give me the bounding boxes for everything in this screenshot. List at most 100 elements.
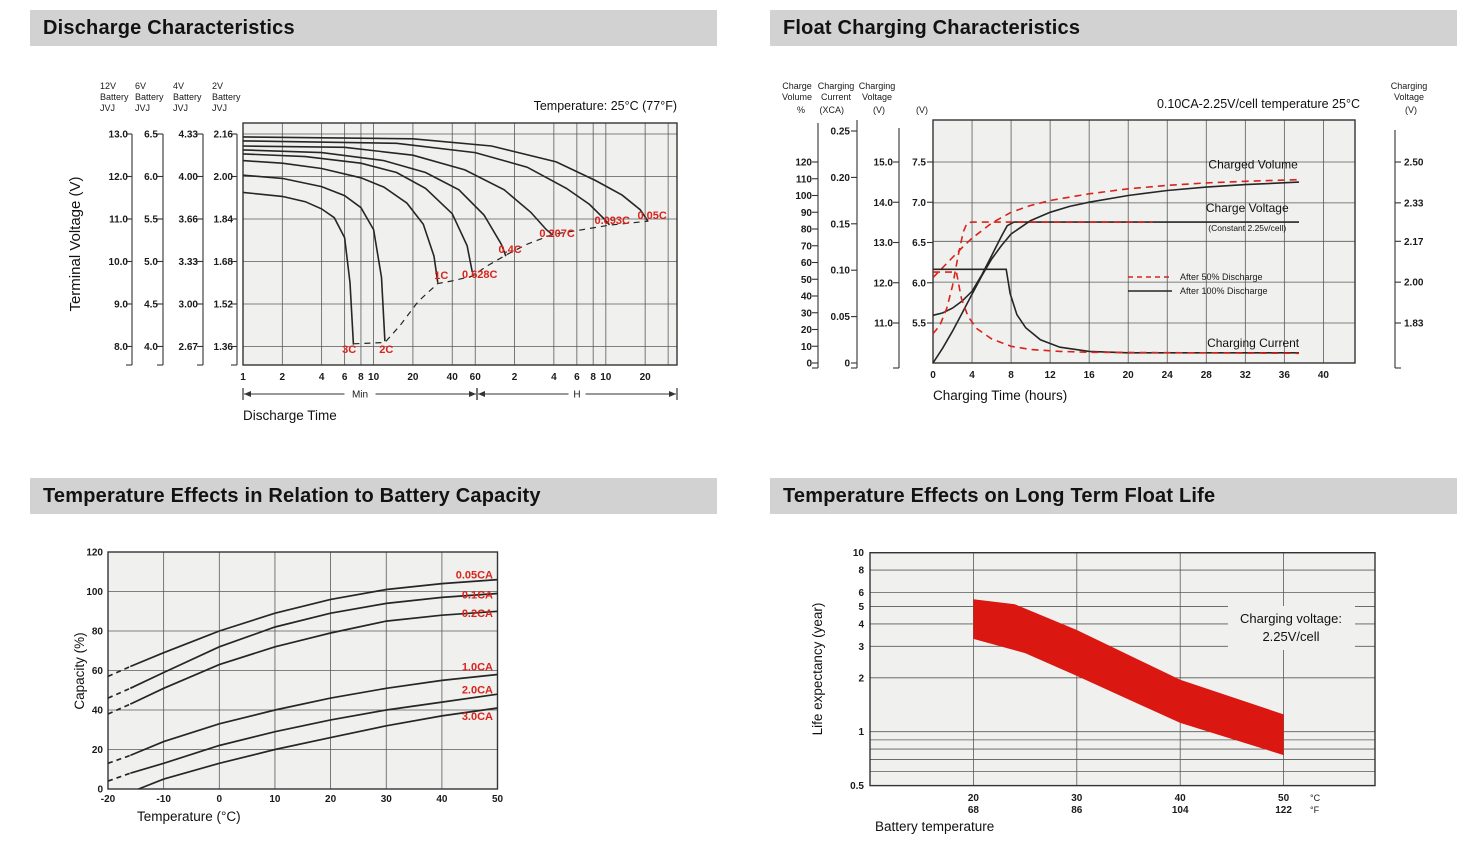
svg-text:5.0: 5.0 (144, 257, 158, 268)
curve-2.0CA (130, 693, 498, 775)
x-axis-title: Temperature (°C) (137, 809, 241, 824)
svg-text:28: 28 (1201, 370, 1213, 381)
svg-text:30: 30 (381, 794, 393, 805)
svg-text:6: 6 (574, 372, 580, 383)
curve-1.0CA (129, 673, 498, 757)
svg-text:1.84: 1.84 (214, 214, 234, 225)
annotation-box (1228, 606, 1355, 650)
svg-text:10: 10 (269, 794, 281, 805)
svg-text:-10: -10 (156, 794, 171, 805)
svg-text:40: 40 (92, 706, 104, 717)
svg-text:32: 32 (1240, 370, 1252, 381)
svg-text:20: 20 (92, 745, 104, 756)
svg-text:11.0: 11.0 (109, 214, 128, 225)
svg-text:4.0: 4.0 (144, 342, 158, 353)
svg-text:2.17: 2.17 (1404, 237, 1424, 248)
svg-text:(V): (V) (1405, 105, 1417, 115)
curve-label-0.1CA: 0.1CA (462, 589, 493, 601)
svg-text:JVJ: JVJ (100, 103, 115, 113)
svg-text:20: 20 (801, 325, 813, 336)
svg-text:14.0: 14.0 (874, 198, 894, 209)
section-title-float-charging: Float Charging Characteristics (770, 10, 1457, 46)
svg-text:40: 40 (1318, 370, 1330, 381)
x-axis-title: Discharge Time (243, 408, 337, 423)
svg-text:3.66: 3.66 (179, 214, 199, 225)
life-expectancy-band (973, 599, 1284, 756)
svg-text:40: 40 (436, 794, 448, 805)
svg-text:10.0: 10.0 (109, 257, 129, 268)
svg-text:0.25: 0.25 (831, 127, 851, 138)
svg-text:4.00: 4.00 (179, 172, 199, 183)
plot-label: (Constant 2.25v/cell) (1208, 223, 1286, 233)
svg-text:8: 8 (1008, 370, 1014, 381)
svg-text:9.0: 9.0 (114, 299, 128, 310)
x-unit-span-label: Min (352, 390, 368, 401)
svg-text:4: 4 (969, 370, 975, 381)
section-title-discharge: Discharge Characteristics (30, 10, 717, 46)
svg-text:Volume: Volume (782, 92, 812, 102)
svg-text:70: 70 (801, 241, 813, 252)
curve-charge-voltage-100 (932, 221, 1299, 317)
svg-text:Battery: Battery (100, 92, 129, 102)
x-unit-span-label: H (573, 390, 580, 401)
svg-text:JVJ: JVJ (135, 103, 150, 113)
svg-text:50: 50 (1278, 793, 1290, 804)
svg-text:12.0: 12.0 (109, 172, 129, 183)
curve-charge-voltage-50 (932, 221, 1153, 335)
svg-text:8.0: 8.0 (114, 342, 128, 353)
svg-text:5.5: 5.5 (144, 214, 158, 225)
section-title-capacity-temperature: Temperature Effects in Relation to Batte… (30, 478, 717, 514)
svg-text:20: 20 (968, 793, 980, 804)
curve-label-0.093C: 0.093C (595, 215, 631, 227)
svg-text:104: 104 (1172, 805, 1189, 816)
svg-text:2.33: 2.33 (1404, 198, 1424, 209)
svg-text:0: 0 (844, 359, 850, 370)
curve-0.207C (242, 145, 554, 236)
svg-text:6.5: 6.5 (144, 130, 158, 141)
svg-text:1.52: 1.52 (214, 299, 234, 310)
legend-label: After 50% Discharge (1180, 272, 1263, 282)
svg-text:Battery: Battery (135, 92, 164, 102)
svg-text:Voltage: Voltage (862, 92, 892, 102)
svg-text:1: 1 (858, 727, 864, 738)
svg-text:20: 20 (407, 372, 419, 383)
svg-text:1.83: 1.83 (1404, 319, 1424, 330)
svg-text:100: 100 (795, 191, 812, 202)
discharge-characteristics-chart: 12VBatteryJVJ13.012.011.010.09.08.06VBat… (67, 81, 678, 423)
svg-text:60: 60 (92, 666, 104, 677)
svg-text:0.05: 0.05 (831, 312, 851, 323)
svg-text:10: 10 (368, 372, 380, 383)
svg-text:4.33: 4.33 (179, 130, 199, 141)
svg-text:120: 120 (86, 548, 103, 559)
svg-text:5: 5 (858, 602, 864, 613)
svg-text:7.5: 7.5 (912, 158, 926, 169)
plot-border (242, 122, 678, 366)
svg-text:13.0: 13.0 (874, 238, 894, 249)
svg-text:0.20: 0.20 (831, 173, 851, 184)
curve-label-0.207C: 0.207C (539, 228, 575, 240)
svg-text:40: 40 (1175, 793, 1187, 804)
curve-label-0.2CA: 0.2CA (462, 608, 493, 620)
curve-charged-volume-50 (932, 178, 1300, 279)
svg-text:12: 12 (1045, 370, 1057, 381)
plot-label: Charged Volume (1208, 158, 1298, 172)
curve-0.05C (242, 136, 649, 222)
svg-text:3.33: 3.33 (179, 257, 199, 268)
svg-text:%: % (797, 105, 805, 115)
svg-text:86: 86 (1071, 805, 1083, 816)
svg-text:30: 30 (1071, 793, 1083, 804)
curve-label-0.05C: 0.05C (637, 210, 666, 222)
svg-text:40: 40 (447, 372, 459, 383)
svg-text:(V): (V) (873, 105, 885, 115)
temperature-capacity-chart: 0.05CA 0.1CA 0.2CA 1.0CA 2.0CA 3.0CA 0 20 40 60 80… (72, 548, 504, 825)
svg-text:(XCA): (XCA) (820, 105, 845, 115)
curve-label-1C: 1C (434, 270, 448, 282)
svg-text:4.5: 4.5 (144, 299, 158, 310)
svg-text:20: 20 (325, 794, 337, 805)
y-axis-title: Capacity (%) (72, 632, 87, 709)
curve-dash-0.05CA (107, 665, 131, 678)
svg-text:Charging: Charging (818, 81, 855, 91)
float-charging-characteristics-chart: ChargeVolume%010203040506070809010011012… (782, 81, 1427, 403)
